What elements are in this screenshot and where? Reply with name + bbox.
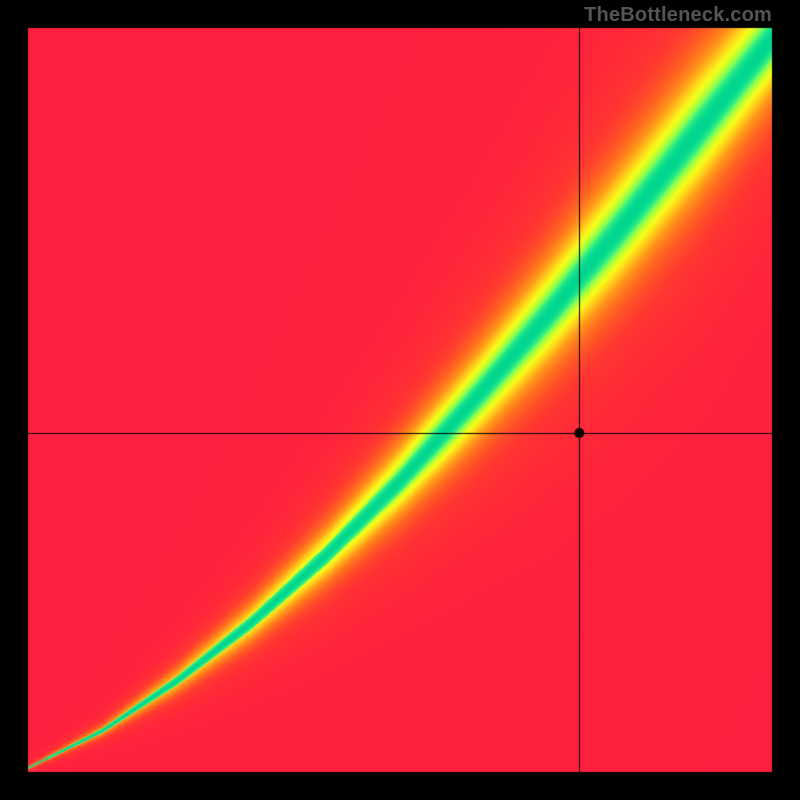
chart-container: TheBottleneck.com — [0, 0, 800, 800]
bottleneck-heatmap — [0, 0, 800, 800]
watermark-text: TheBottleneck.com — [584, 4, 772, 27]
